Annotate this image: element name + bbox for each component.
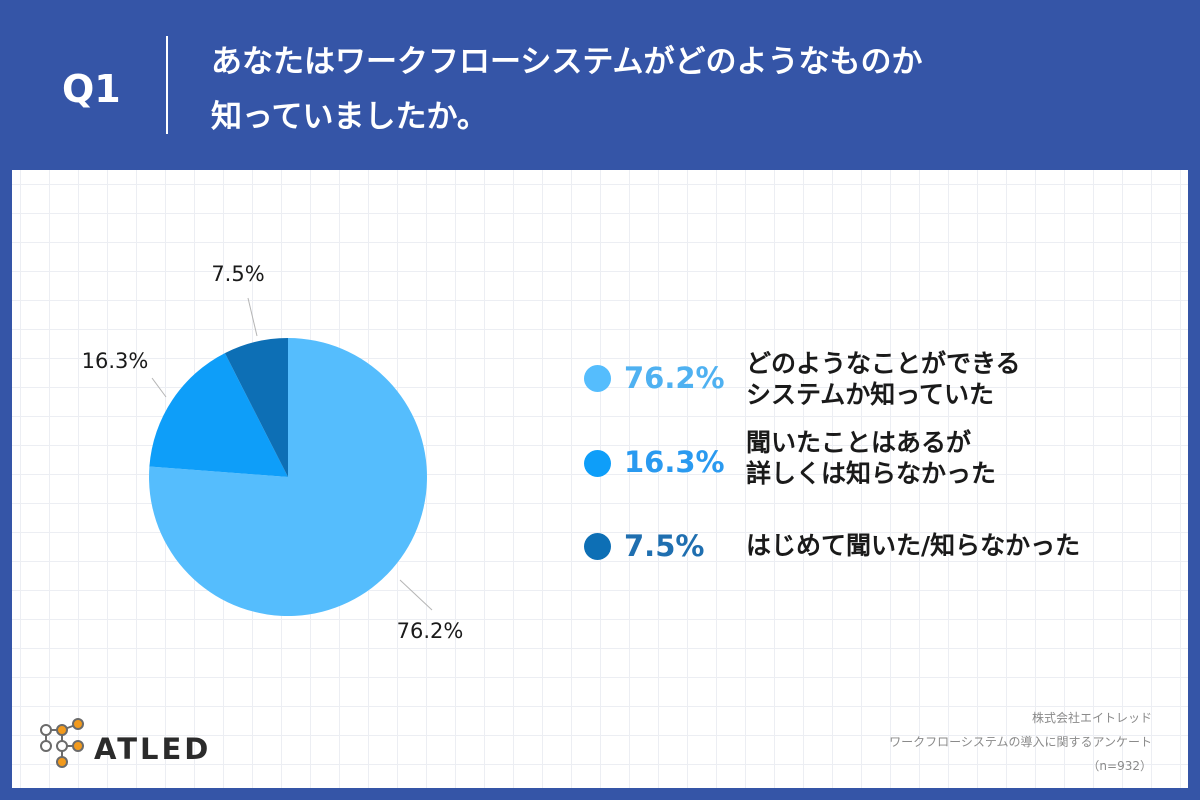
legend-label-unknown: はじめて聞いた/知らなかった (746, 530, 1080, 561)
legend-label-heard: 聞いたことはあるが 詳しくは知らなかった (746, 427, 996, 489)
question-text-line2: 知っていましたか。 (211, 99, 488, 135)
atled-logo: ATLED (36, 718, 226, 778)
leader-line-unknown (247, 297, 258, 337)
legend-percent-heard: 16.3% (624, 445, 725, 479)
legend-label-knew-line1: どのようなことができる (746, 349, 1021, 378)
pie-slice-unknown (224, 338, 288, 477)
pie-label-knew: 76.2% (397, 619, 464, 643)
pie-label-heard: 16.3% (82, 349, 149, 373)
atled-logo-text: ATLED (94, 732, 212, 766)
question-text-line1: あなたはワークフローシステムがどのようなものか (211, 44, 923, 80)
survey-source: 株式会社エイトレッド ワークフローシステムの導入に関するアンケート （n=932… (889, 706, 1152, 778)
legend-dot-knew (584, 365, 611, 392)
leader-line-heard (151, 377, 167, 398)
source-survey-title: ワークフローシステムの導入に関するアンケート (889, 735, 1152, 749)
legend-dot-unknown (584, 533, 611, 560)
question-number: Q1 (62, 67, 121, 111)
source-company: 株式会社エイトレッド (1031, 711, 1152, 725)
header-divider (166, 36, 168, 134)
leader-line-knew (399, 579, 433, 611)
legend-percent-knew: 76.2% (624, 361, 725, 395)
legend-dot-heard (584, 450, 611, 477)
source-sample-size: （n=932） (1087, 759, 1152, 773)
legend-percent-unknown: 7.5% (624, 529, 705, 563)
pie-chart: 76.2% 16.3% 7.5% (82, 262, 464, 643)
legend-label-knew-line2: システムか知っていた (746, 380, 995, 409)
header: Q1 あなたはワークフローシステムがどのようなものか 知っていましたか。 (0, 0, 1200, 170)
atled-logo-mark-icon (40, 718, 84, 768)
legend-label-knew: どのようなことができる システムか知っていた (746, 348, 1021, 410)
chart-panel: 76.2% 16.3% 7.5% 76.2% どのようなことができる システムか知っ… (12, 170, 1188, 788)
pie-label-unknown: 7.5% (211, 262, 264, 286)
legend-label-heard-line1: 聞いたことはあるが (746, 428, 972, 457)
pie-slice-heard (149, 353, 288, 477)
legend-label-heard-line2: 詳しくは知らなかった (746, 459, 997, 488)
legend-label-unknown-line1: はじめて聞いた/知らなかった (746, 531, 1081, 560)
